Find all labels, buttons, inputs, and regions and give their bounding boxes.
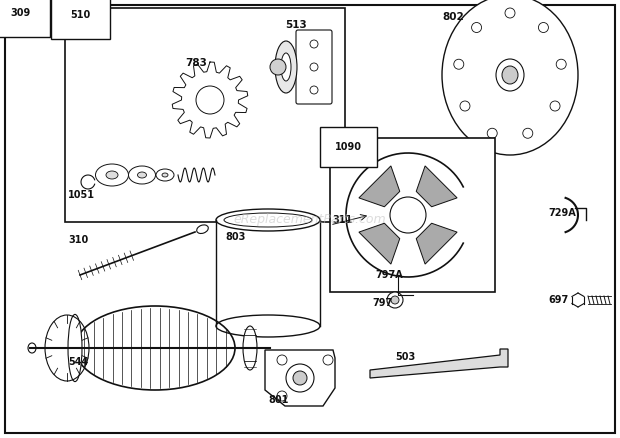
Text: 1051: 1051 (68, 190, 95, 200)
Ellipse shape (502, 66, 518, 84)
Text: 797A: 797A (375, 270, 403, 280)
Circle shape (391, 296, 399, 304)
Text: 1090: 1090 (335, 142, 362, 152)
Text: eReplacementParts.com: eReplacementParts.com (234, 212, 386, 226)
Bar (216, 220, 320, 326)
Text: 797: 797 (372, 298, 392, 308)
Ellipse shape (496, 59, 524, 91)
Circle shape (460, 101, 470, 111)
Circle shape (538, 22, 549, 32)
Ellipse shape (138, 172, 146, 178)
Ellipse shape (28, 343, 36, 353)
Circle shape (472, 22, 482, 32)
Bar (330, 138, 495, 292)
Text: 803: 803 (225, 232, 246, 242)
Ellipse shape (281, 53, 291, 81)
Text: 544: 544 (68, 357, 88, 367)
Text: 783: 783 (185, 58, 207, 68)
Circle shape (550, 101, 560, 111)
Text: 729A: 729A (548, 208, 576, 218)
Ellipse shape (162, 173, 168, 177)
Polygon shape (370, 349, 508, 378)
Circle shape (293, 371, 307, 385)
Circle shape (454, 59, 464, 69)
Ellipse shape (156, 169, 174, 181)
Circle shape (270, 59, 286, 75)
Ellipse shape (128, 166, 156, 184)
Circle shape (277, 391, 287, 401)
FancyBboxPatch shape (296, 30, 332, 104)
Text: 801: 801 (268, 395, 288, 405)
Ellipse shape (275, 41, 297, 93)
Polygon shape (359, 223, 400, 264)
Polygon shape (416, 166, 457, 207)
Circle shape (196, 86, 224, 114)
Circle shape (323, 355, 333, 365)
Circle shape (387, 292, 403, 308)
Ellipse shape (106, 171, 118, 179)
Polygon shape (359, 166, 400, 207)
Text: 802: 802 (442, 12, 464, 22)
Ellipse shape (216, 209, 320, 231)
Circle shape (277, 355, 287, 365)
Text: 309: 309 (10, 8, 30, 18)
Ellipse shape (442, 0, 578, 155)
Polygon shape (265, 350, 335, 406)
Circle shape (556, 59, 566, 69)
Text: 510: 510 (70, 10, 91, 20)
Text: 697: 697 (548, 295, 569, 305)
Circle shape (286, 364, 314, 392)
Circle shape (505, 8, 515, 18)
Bar (65, 8, 345, 222)
Text: 513: 513 (285, 20, 307, 30)
Text: 311: 311 (332, 215, 352, 225)
Ellipse shape (216, 315, 320, 337)
Ellipse shape (68, 314, 82, 381)
Ellipse shape (95, 164, 128, 186)
Text: 310: 310 (68, 235, 88, 245)
Circle shape (487, 128, 497, 138)
Circle shape (390, 197, 426, 233)
Polygon shape (416, 223, 457, 264)
Ellipse shape (243, 326, 257, 370)
Text: 503: 503 (395, 352, 415, 362)
Circle shape (523, 128, 533, 138)
Ellipse shape (197, 225, 208, 233)
